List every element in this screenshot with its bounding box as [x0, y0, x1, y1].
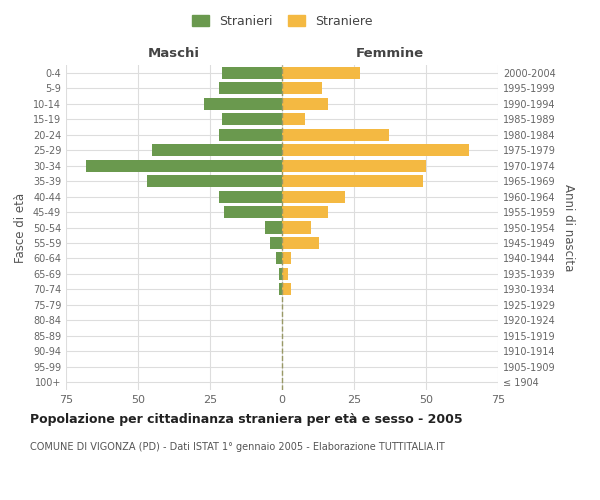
Bar [282, 82, 322, 94]
Bar [218, 128, 282, 140]
Bar [265, 222, 282, 234]
Y-axis label: Anni di nascita: Anni di nascita [562, 184, 575, 271]
Bar [271, 237, 282, 249]
Bar [282, 206, 328, 218]
Bar [218, 82, 282, 94]
Bar [282, 284, 290, 296]
Bar [146, 175, 282, 187]
Text: Popolazione per cittadinanza straniera per età e sesso - 2005: Popolazione per cittadinanza straniera p… [30, 412, 463, 426]
Bar [221, 113, 282, 125]
Bar [282, 252, 290, 264]
Text: COMUNE DI VIGONZA (PD) - Dati ISTAT 1° gennaio 2005 - Elaborazione TUTTITALIA.IT: COMUNE DI VIGONZA (PD) - Dati ISTAT 1° g… [30, 442, 445, 452]
Bar [276, 252, 282, 264]
Bar [152, 144, 282, 156]
Text: Femmine: Femmine [356, 48, 424, 60]
Legend: Stranieri, Straniere: Stranieri, Straniere [187, 10, 377, 33]
Text: Maschi: Maschi [148, 48, 200, 60]
Bar [282, 98, 328, 110]
Bar [282, 128, 389, 140]
Bar [282, 268, 288, 280]
Bar [282, 160, 426, 172]
Bar [282, 190, 346, 202]
Bar [282, 237, 319, 249]
Bar [218, 190, 282, 202]
Bar [279, 268, 282, 280]
Bar [282, 144, 469, 156]
Bar [204, 98, 282, 110]
Bar [224, 206, 282, 218]
Bar [221, 66, 282, 79]
Y-axis label: Fasce di età: Fasce di età [14, 192, 27, 262]
Bar [282, 66, 360, 79]
Bar [282, 222, 311, 234]
Bar [279, 284, 282, 296]
Bar [282, 175, 423, 187]
Bar [86, 160, 282, 172]
Bar [282, 113, 305, 125]
